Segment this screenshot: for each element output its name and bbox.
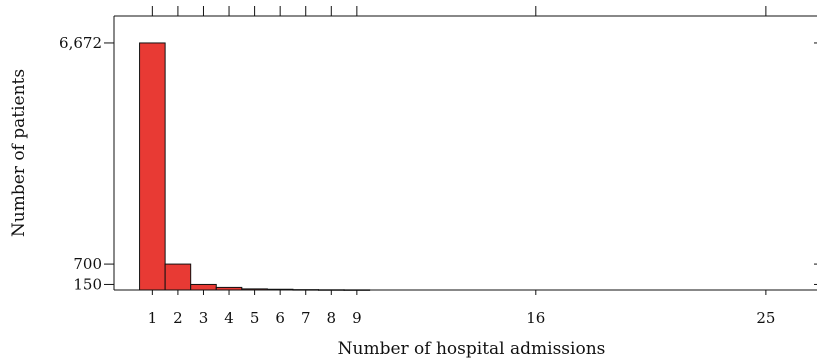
x-tick-label-16: 16 bbox=[526, 309, 545, 327]
y-axis-label: Number of patients bbox=[9, 69, 29, 237]
x-tick-label-25: 25 bbox=[756, 309, 775, 327]
bar-3 bbox=[190, 283, 217, 291]
x-ticks-group: 1 2 3 4 5 6 7 8 9 16 25 bbox=[148, 6, 775, 327]
y-tick-label-6672: 6,672 bbox=[59, 34, 102, 52]
x-tick-label-2: 2 bbox=[173, 309, 183, 327]
bar-2 bbox=[164, 263, 192, 291]
x-tick-label-7: 7 bbox=[301, 309, 311, 327]
bar-1 bbox=[139, 42, 166, 291]
x-tick-label-1: 1 bbox=[148, 309, 158, 327]
x-tick-label-8: 8 bbox=[327, 309, 337, 327]
x-tick-label-9: 9 bbox=[352, 309, 362, 327]
y-tick-label-700: 700 bbox=[73, 255, 102, 273]
x-tick-label-4: 4 bbox=[224, 309, 234, 327]
y-ticks-group: 150 700 6,672 bbox=[59, 34, 817, 293]
y-tick-label-150: 150 bbox=[73, 275, 102, 293]
x-tick-label-3: 3 bbox=[199, 309, 209, 327]
x-tick-label-5: 5 bbox=[250, 309, 260, 327]
x-axis-label: Number of hospital admissions bbox=[338, 339, 606, 359]
bars-group bbox=[139, 42, 371, 291]
x-tick-label-6: 6 bbox=[275, 309, 285, 327]
